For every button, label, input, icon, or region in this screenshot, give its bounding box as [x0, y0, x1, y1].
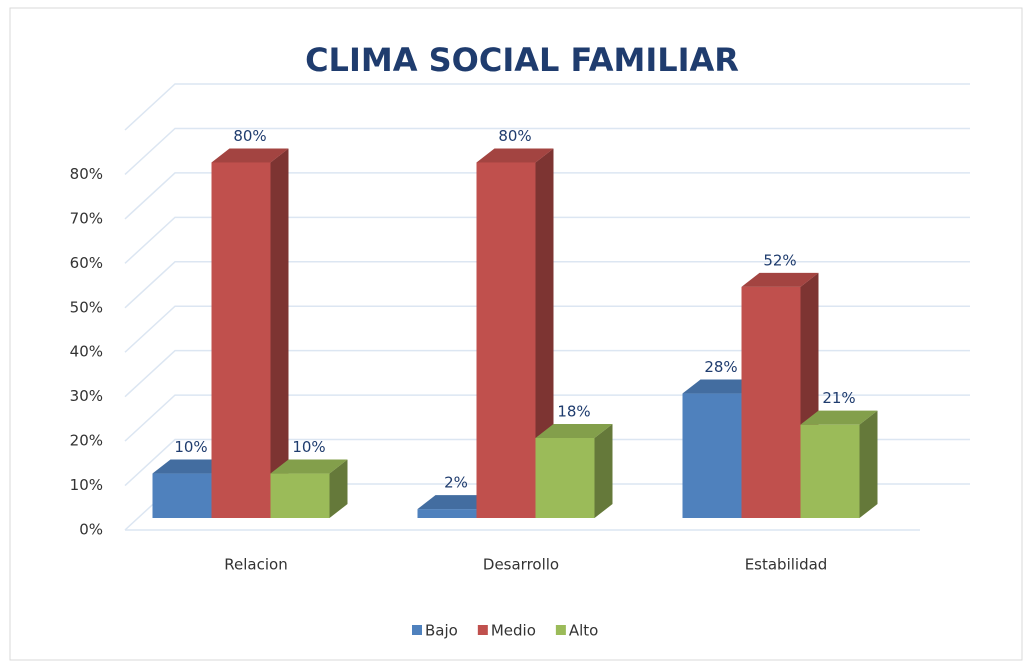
- y-tick-label: 20%: [70, 432, 103, 450]
- y-tick-label: 80%: [70, 165, 103, 183]
- y-tick-label: 30%: [70, 387, 103, 405]
- bar: [270, 473, 330, 518]
- legend-label: Alto: [569, 622, 599, 640]
- bar: [682, 393, 742, 518]
- bar: [211, 162, 271, 518]
- y-tick-label: 70%: [70, 209, 103, 227]
- bar-top-shade: [417, 495, 495, 510]
- value-label: 18%: [557, 403, 590, 421]
- value-label: 10%: [292, 438, 325, 456]
- legend-label: Bajo: [425, 622, 458, 640]
- grid-line: [124, 127, 970, 175]
- bar-side-shade: [594, 424, 613, 518]
- bar: [476, 162, 536, 518]
- bar-top: [211, 148, 289, 163]
- grid-line: [124, 349, 970, 398]
- bar-top: [682, 379, 760, 394]
- bar-side: [594, 424, 613, 518]
- bar-top: [476, 148, 554, 163]
- bar: [417, 509, 477, 518]
- x-tick-label: Relacion: [224, 556, 287, 574]
- value-label: 52%: [763, 251, 796, 269]
- y-tick-label: 0%: [79, 521, 103, 539]
- value-label: 80%: [233, 127, 266, 145]
- bar-side: [270, 148, 289, 518]
- bar-side: [329, 459, 348, 518]
- y-tick-label: 40%: [70, 343, 103, 361]
- bar-top-shade: [741, 272, 819, 287]
- y-tick-label: 50%: [70, 298, 103, 316]
- bar-top-shade: [476, 148, 554, 163]
- value-label: 80%: [498, 127, 531, 145]
- grid-line: [124, 305, 970, 353]
- bar-top: [741, 272, 819, 287]
- bar-top: [152, 459, 230, 474]
- bar-side: [535, 148, 554, 518]
- bar: [800, 424, 860, 518]
- bar-side-shade: [859, 410, 878, 518]
- bar-side-shade: [270, 148, 289, 518]
- bar-top-shade: [682, 379, 760, 394]
- bar-top: [800, 410, 878, 425]
- bar-top: [535, 424, 613, 438]
- value-label: 2%: [444, 474, 468, 492]
- bar-side-shade: [329, 459, 348, 518]
- legend-swatch: [412, 625, 422, 635]
- bar-top-shade: [800, 410, 878, 425]
- x-tick-label: Desarrollo: [483, 556, 559, 574]
- bar-top: [417, 495, 495, 510]
- legend-swatch: [555, 625, 566, 635]
- bar: [152, 473, 212, 518]
- bar: [741, 286, 801, 518]
- legend-label: Medio: [491, 622, 536, 640]
- grid-line: [124, 172, 970, 220]
- bar-top: [270, 459, 348, 474]
- bar-top-shade: [535, 424, 613, 438]
- bar-side-shade: [535, 148, 554, 518]
- grid-top: [124, 83, 970, 131]
- grid-line: [124, 216, 970, 264]
- y-tick-label: 60%: [70, 254, 103, 272]
- y-tick-label: 10%: [70, 476, 103, 494]
- bar-side: [859, 410, 878, 518]
- bar-top-shade: [270, 459, 348, 474]
- x-tick-label: Estabilidad: [745, 556, 828, 574]
- chart-title: CLIMA SOCIAL FAMILIAR: [305, 41, 739, 79]
- bar-top-shade: [152, 459, 230, 474]
- grid-line: [124, 261, 970, 309]
- value-label: 21%: [822, 389, 855, 407]
- bar-top-shade: [211, 148, 289, 163]
- legend-swatch: [477, 625, 488, 635]
- value-label: 28%: [704, 358, 737, 376]
- bar: [535, 438, 595, 518]
- value-label: 10%: [174, 438, 207, 456]
